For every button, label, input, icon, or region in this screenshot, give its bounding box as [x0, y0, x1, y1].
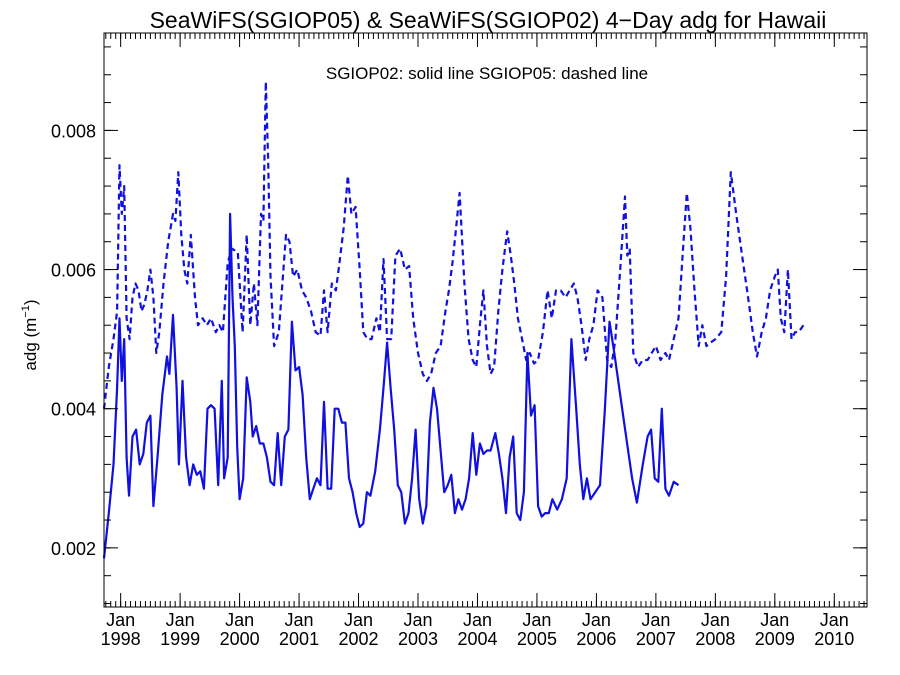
x-tick-year-label: 2006 — [576, 629, 616, 649]
x-tick-month-label: Jan — [285, 610, 314, 630]
x-tick-year-label: 2003 — [398, 629, 438, 649]
x-tick-month-label: Jan — [760, 610, 789, 630]
chart-title: SeaWiFS(SGIOP05) & SeaWiFS(SGIOP02) 4−Da… — [150, 7, 827, 33]
series-legend-annotation: SGIOP02: solid line SGIOP05: dashed line — [326, 64, 648, 83]
x-tick-month-label: Jan — [403, 610, 432, 630]
y-axis-label-close: ) — [21, 299, 40, 305]
x-tick-year-label: 2009 — [755, 629, 795, 649]
x-tick-month-label: Jan — [641, 610, 670, 630]
x-tick-month-label: Jan — [344, 610, 373, 630]
y-tick-label: 0.002 — [51, 539, 96, 559]
y-axis-label-exponent: −1 — [20, 305, 32, 318]
x-tick-month-label: Jan — [106, 610, 135, 630]
series-group — [102, 80, 805, 559]
x-tick-month-label: Jan — [166, 610, 195, 630]
x-tick-month-label: Jan — [582, 610, 611, 630]
series-line-sgiop02-solid — [102, 212, 680, 559]
x-tick-year-label: 2010 — [814, 629, 854, 649]
x-tick-year-label: 2007 — [636, 629, 676, 649]
x-tick-month-label: Jan — [225, 610, 254, 630]
x-tick-month-label: Jan — [701, 610, 730, 630]
x-tick-year-label: 2001 — [279, 629, 319, 649]
y-axis-label-base: adg (m — [21, 318, 40, 371]
x-tick-year-label: 2000 — [220, 629, 260, 649]
y-tick-label: 0.006 — [51, 261, 96, 281]
x-tick-year-label: 2005 — [517, 629, 557, 649]
series-line-sgiop05-dashed — [102, 80, 805, 409]
x-tick-month-label: Jan — [463, 610, 492, 630]
x-tick-year-label: 2008 — [695, 629, 735, 649]
y-tick-label: 0.004 — [51, 400, 96, 420]
y-axis-label: adg (m−1) — [20, 299, 40, 370]
x-tick-year-label: 2002 — [339, 629, 379, 649]
x-tick-year-label: 1999 — [160, 629, 200, 649]
x-tick-year-label: 1998 — [101, 629, 141, 649]
x-tick-year-label: 2004 — [457, 629, 497, 649]
x-tick-month-label: Jan — [820, 610, 849, 630]
y-tick-label: 0.008 — [51, 121, 96, 141]
axis-ticks: 0.0020.0040.0060.008Jan1998Jan1999Jan200… — [51, 33, 867, 649]
x-tick-month-label: Jan — [522, 610, 551, 630]
plot-frame — [103, 32, 868, 608]
